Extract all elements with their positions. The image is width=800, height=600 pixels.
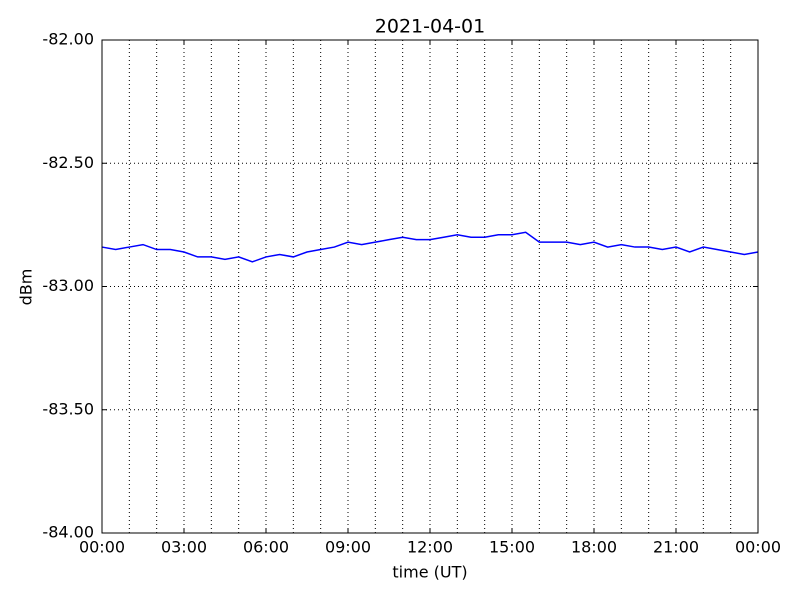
y-tick-label: -84.00 xyxy=(42,523,94,542)
x-tick-label: 18:00 xyxy=(571,538,617,557)
y-tick-label: -82.50 xyxy=(42,153,94,172)
y-axis-label: dBm xyxy=(17,269,36,306)
y-tick-label: -83.00 xyxy=(42,276,94,295)
y-tick-label: -83.50 xyxy=(42,399,94,418)
x-tick-label: 00:00 xyxy=(735,538,781,557)
x-tick-label: 21:00 xyxy=(653,538,699,557)
x-tick-label: 09:00 xyxy=(325,538,371,557)
x-tick-label: 00:00 xyxy=(79,538,125,557)
x-tick-label: 06:00 xyxy=(243,538,289,557)
x-tick-label: 12:00 xyxy=(407,538,453,557)
plot-frame xyxy=(101,39,759,534)
y-tick-label: -82.00 xyxy=(42,30,94,49)
chart-title: 2021-04-01 xyxy=(375,16,485,38)
x-tick-label: 15:00 xyxy=(489,538,535,557)
x-tick-label: 03:00 xyxy=(161,538,207,557)
x-axis-label: time (UT) xyxy=(392,563,467,582)
data-line xyxy=(101,231,759,263)
